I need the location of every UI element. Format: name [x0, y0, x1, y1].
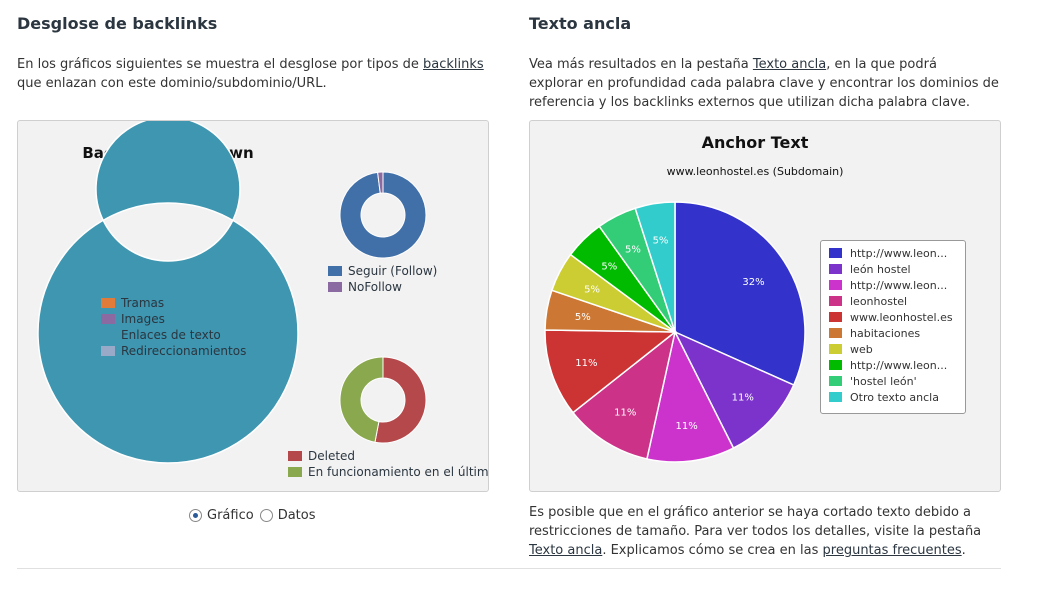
desc-text-line3: referencia y los backlinks externos que …	[529, 95, 970, 110]
legend-label: Deleted	[308, 449, 355, 463]
legend-swatch	[829, 264, 842, 274]
anchor-description: Vea más resultados en la pestaña Texto a…	[529, 55, 999, 112]
legend-swatch	[829, 392, 842, 402]
grafico-label[interactable]: Gráfico	[207, 508, 254, 523]
slice-label: 5%	[625, 244, 641, 255]
legend-swatch	[101, 298, 115, 308]
legend-label: Seguir (Follow)	[348, 264, 437, 278]
legend-label: habitaciones	[850, 326, 921, 340]
legend-label: 'hostel león'	[850, 374, 917, 388]
datos-radio[interactable]	[259, 509, 273, 522]
legend-swatch	[328, 266, 342, 276]
slice-label: 11%	[675, 421, 697, 432]
backlink-charts: Backlink BreakdownTramasImagesEnlaces de…	[37, 121, 488, 479]
anchor-text-link[interactable]: Texto ancla	[752, 57, 827, 72]
slice-label: 11%	[614, 407, 636, 418]
slice-label: 5%	[575, 312, 591, 323]
pie-slice	[37, 121, 299, 464]
pie-slice	[634, 201, 676, 333]
slice-label: 11%	[732, 393, 754, 404]
anchor-text-link-2[interactable]: Texto ancla	[529, 543, 603, 558]
footnote-line2: restricciones de tamaño. Para ver todos …	[529, 524, 982, 539]
anchor-legend: http://www.leon... león hostel http://www.…	[820, 240, 966, 414]
legend-label: web	[850, 342, 873, 356]
legend-item: www.leonhostel.es	[821, 309, 965, 325]
legend-swatch	[829, 280, 842, 290]
backlinks-link[interactable]: backlinks	[423, 57, 484, 72]
legend-item: habitaciones	[821, 325, 965, 341]
pie-slice	[571, 330, 677, 460]
legend-swatch	[101, 314, 115, 324]
grafico-radio[interactable]	[189, 509, 202, 522]
legend-swatch	[829, 248, 842, 258]
legend-label: http://www.leon...	[850, 358, 948, 372]
datos-label[interactable]: Datos	[277, 508, 316, 523]
anchor-pie-chart: Anchor Text www.leonhostel.es (Subdomain)…	[544, 133, 844, 463]
divider	[17, 568, 1001, 569]
pie-slice	[339, 171, 427, 259]
slice-label: 5%	[653, 236, 669, 247]
legend-label: Enlaces de texto	[121, 328, 221, 342]
legend-swatch	[829, 296, 842, 306]
desc-text: Vea más resultados en la pestaña	[529, 57, 753, 72]
legend-swatch	[101, 330, 115, 340]
faq-link[interactable]: preguntas frecuentes	[822, 543, 962, 558]
legend-item: http://www.leon...	[821, 357, 965, 373]
slice-label: 32%	[742, 277, 764, 288]
pie-slice	[674, 201, 806, 386]
legend-label: león hostel	[850, 262, 911, 276]
legend-swatch	[829, 312, 842, 322]
legend-item: 'hostel león'	[821, 373, 965, 389]
legend-item: http://www.leon...	[821, 245, 965, 261]
legend-label: Otro texto ancla	[850, 390, 939, 404]
legend-swatch	[829, 344, 842, 354]
legend-item: web	[821, 341, 965, 357]
legend-label: Redireccionamientos	[121, 344, 246, 358]
desc-text: En los gráficos siguientes se muestra el…	[17, 57, 424, 72]
desc-text-line2: que enlazan con este dominio/subdominio/…	[17, 76, 327, 91]
pie-slice	[339, 356, 384, 443]
chart-title: Anchor Text	[702, 133, 809, 152]
legend-swatch	[101, 346, 115, 356]
footnote-end: .	[961, 543, 966, 558]
view-toggle: Gráfico Datos	[189, 508, 316, 523]
legend-label: NoFollow	[348, 280, 402, 294]
slice-label: 5%	[584, 285, 600, 296]
legend-item: leonhostel	[821, 293, 965, 309]
legend-label: Images	[121, 312, 165, 326]
section-title-anchor: Texto ancla	[529, 14, 632, 33]
desc-text-tail: , en la que podrá	[826, 57, 937, 72]
pie-slice	[673, 330, 795, 450]
backlinks-description: En los gráficos siguientes se muestra el…	[17, 55, 484, 93]
legend-label: www.leonhostel.es	[850, 310, 953, 324]
desc-text-line2: explorar en profundidad cada palabra cla…	[529, 76, 999, 91]
legend-item: león hostel	[821, 261, 965, 277]
slice-label: 5%	[601, 261, 617, 272]
legend-label: Tramas	[120, 296, 164, 310]
legend-item: http://www.leon...	[821, 277, 965, 293]
pie-slice	[377, 171, 384, 194]
legend-label: En funcionamiento en el último mes	[308, 465, 488, 479]
legend-swatch	[288, 467, 302, 477]
legend-item: Otro texto ancla	[821, 389, 965, 405]
legend-swatch	[829, 328, 842, 338]
legend-swatch	[829, 360, 842, 370]
pie-slice	[374, 356, 427, 444]
anchor-footnote: Es posible que en el gráfico anterior se…	[529, 503, 981, 560]
legend-label: leonhostel	[850, 294, 908, 308]
legend-swatch	[328, 282, 342, 292]
footnote-mid: . Explicamos cómo se crea en las	[602, 543, 823, 558]
section-title-backlinks: Desglose de backlinks	[17, 14, 218, 33]
backlink-chart-panel: Backlink BreakdownTramasImagesEnlaces de…	[17, 120, 489, 492]
slice-label: 11%	[575, 358, 597, 369]
pie-slice	[544, 329, 678, 414]
anchor-chart-panel: Anchor Text www.leonhostel.es (Subdomain)…	[529, 120, 1001, 492]
footnote-line1: Es posible que en el gráfico anterior se…	[529, 505, 972, 520]
legend-swatch	[288, 451, 302, 461]
legend-swatch	[829, 376, 842, 386]
chart-subtitle: www.leonhostel.es (Subdomain)	[667, 165, 844, 178]
legend-label: http://www.leon...	[850, 278, 948, 292]
legend-label: http://www.leon...	[850, 246, 948, 260]
